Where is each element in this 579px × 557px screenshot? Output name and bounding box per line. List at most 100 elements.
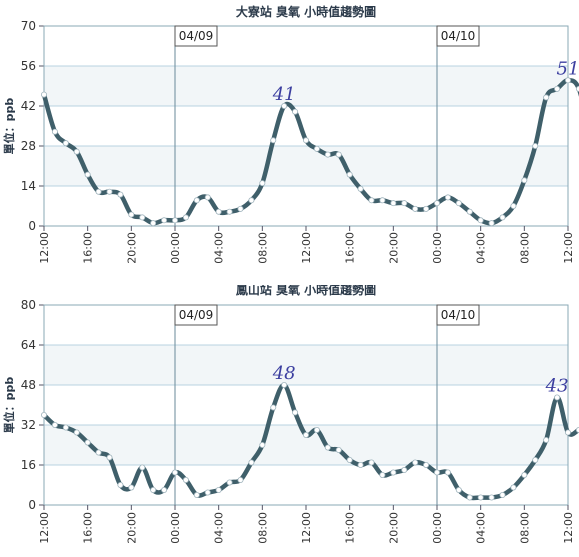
chart2-data-point bbox=[62, 424, 69, 431]
chart1-data-point bbox=[171, 217, 178, 224]
chart1-data-point bbox=[281, 103, 288, 110]
chart1-data-point bbox=[117, 191, 124, 198]
chart2-xtick-label: 12:00 bbox=[562, 512, 575, 544]
chart1-data-point bbox=[270, 137, 277, 144]
chart2-data-point bbox=[379, 471, 386, 478]
chart2-data-point bbox=[117, 481, 124, 488]
chart1-peak-label: 51 bbox=[557, 58, 579, 79]
chart2-ytick-label: 0 bbox=[28, 498, 36, 512]
chart1-xtick-label: 12:00 bbox=[300, 232, 313, 264]
chart2-xtick-label: 08:00 bbox=[518, 512, 531, 544]
chart1-xtick-label: 20:00 bbox=[125, 232, 138, 264]
chart2-data-point bbox=[73, 429, 80, 436]
chart2-data-point bbox=[95, 449, 102, 456]
chart1-ytick-label: 70 bbox=[21, 19, 36, 33]
chart-panel-1: 大寮站 臭氧 小時值趨勢圖 單位：ppb 0 14 28 42 56 70 04/09 04/10… bbox=[2, 4, 579, 264]
chart1-ytick-label: 0 bbox=[28, 219, 36, 233]
chart2-xtick-label: 20:00 bbox=[387, 512, 400, 544]
chart2-band bbox=[44, 385, 568, 425]
chart1-data-point bbox=[204, 194, 211, 201]
chart2-data-point bbox=[150, 486, 157, 493]
chart1-band bbox=[44, 146, 568, 186]
chart2-data-point bbox=[84, 439, 91, 446]
chart1-xtick-label: 16:00 bbox=[82, 232, 95, 264]
chart1-data-point bbox=[466, 208, 473, 215]
chart2-data-point bbox=[324, 444, 331, 451]
chart1-ytick-label: 14 bbox=[21, 179, 36, 193]
chart1-data-point bbox=[248, 197, 255, 204]
chart1-data-point bbox=[313, 145, 320, 152]
chart2-band bbox=[44, 305, 568, 345]
chart2-xtick-label: 04:00 bbox=[475, 512, 488, 544]
chart2-data-point bbox=[390, 469, 397, 476]
chart2-xtick-label: 12:00 bbox=[38, 512, 51, 544]
chart1-data-point bbox=[390, 200, 397, 207]
chart1-xtick-label: 08:00 bbox=[518, 232, 531, 264]
chart2-data-point bbox=[401, 466, 408, 473]
chart1-data-point bbox=[84, 171, 91, 178]
chart2-ytick-label: 64 bbox=[21, 338, 36, 352]
chart1-xtick-label: 04:00 bbox=[213, 232, 226, 264]
chart1-xtick-label: 12:00 bbox=[38, 232, 51, 264]
chart2-ylabel: 單位：ppb bbox=[2, 377, 16, 434]
chart2-data-point bbox=[455, 486, 462, 493]
chart2-day-label: 04/09 bbox=[179, 308, 214, 322]
chart2-xtick-label: 20:00 bbox=[125, 512, 138, 544]
chart2-xtick-label: 00:00 bbox=[169, 512, 182, 544]
chart2-day-marker: 04/10 bbox=[436, 304, 480, 326]
chart-panel-2: 鳳山站 臭氧 小時值趨勢圖 單位：ppb 0 16 32 48 64 80 04/09 04/10… bbox=[0, 285, 579, 557]
chart1-data-point bbox=[346, 171, 353, 178]
chart2-band bbox=[44, 345, 568, 385]
chart2-data-point bbox=[423, 461, 430, 468]
chart1-xtick-label: 00:00 bbox=[169, 232, 182, 264]
chart1-xtick-label: 20:00 bbox=[387, 232, 400, 264]
chart1-data-point bbox=[128, 211, 135, 218]
chart2-data-point bbox=[444, 469, 451, 476]
chart2-data-point bbox=[477, 494, 484, 501]
chart1-data-point bbox=[302, 137, 309, 144]
chart2-data-point bbox=[128, 484, 135, 491]
chart2-data-point bbox=[215, 486, 222, 493]
chart2-ytick-label: 16 bbox=[21, 458, 36, 472]
chart2-data-point bbox=[171, 469, 178, 476]
chart2-data-point bbox=[335, 446, 342, 453]
chart1-data-point bbox=[182, 214, 189, 221]
chart1-data-point bbox=[324, 151, 331, 158]
chart1-xtick-label: 08:00 bbox=[256, 232, 269, 264]
chart1-data-point bbox=[51, 128, 58, 135]
chart2-data-point bbox=[346, 456, 353, 463]
chart2-data-point bbox=[488, 494, 495, 501]
chart2-data-point bbox=[412, 459, 419, 466]
chart2-day-marker: 04/09 bbox=[174, 304, 218, 326]
chart1-peak-label: 41 bbox=[272, 84, 296, 105]
chart1-day-box bbox=[174, 25, 218, 47]
chart2-data-point bbox=[554, 394, 561, 401]
chart2-data-point bbox=[193, 491, 200, 498]
chart1-xtick-label: 00:00 bbox=[431, 232, 444, 264]
chart1-data-point bbox=[444, 194, 451, 201]
chart2-data-point bbox=[51, 421, 58, 428]
chart1-data-point bbox=[335, 151, 342, 158]
chart1-xtick-label: 16:00 bbox=[344, 232, 357, 264]
chart2-day-box bbox=[174, 304, 218, 326]
chart1-data-point bbox=[455, 200, 462, 207]
chart2-data-point bbox=[204, 489, 211, 496]
chart1-data-point bbox=[543, 94, 550, 101]
chart1-data-point bbox=[423, 205, 430, 212]
chart1-ytick-label: 42 bbox=[21, 99, 36, 113]
chart2-data-point bbox=[270, 404, 277, 411]
chart1-day-marker: 04/10 bbox=[436, 25, 480, 47]
chart1-ylabel: 單位：ppb bbox=[2, 98, 16, 155]
chart2-title: 鳳山站 臭氧 小時值趨勢圖 bbox=[236, 285, 376, 297]
chart2-day-box bbox=[436, 304, 480, 326]
chart2-xtick-label: 08:00 bbox=[256, 512, 269, 544]
chart2-xtick-label: 00:00 bbox=[431, 512, 444, 544]
chart1-day-box bbox=[436, 25, 480, 47]
chart1-xtick-label: 12:00 bbox=[562, 232, 575, 264]
chart2-data-point bbox=[368, 459, 375, 466]
chart2-data-point bbox=[302, 431, 309, 438]
chart2-data-point bbox=[226, 479, 233, 486]
chart2-data-point bbox=[510, 484, 517, 491]
